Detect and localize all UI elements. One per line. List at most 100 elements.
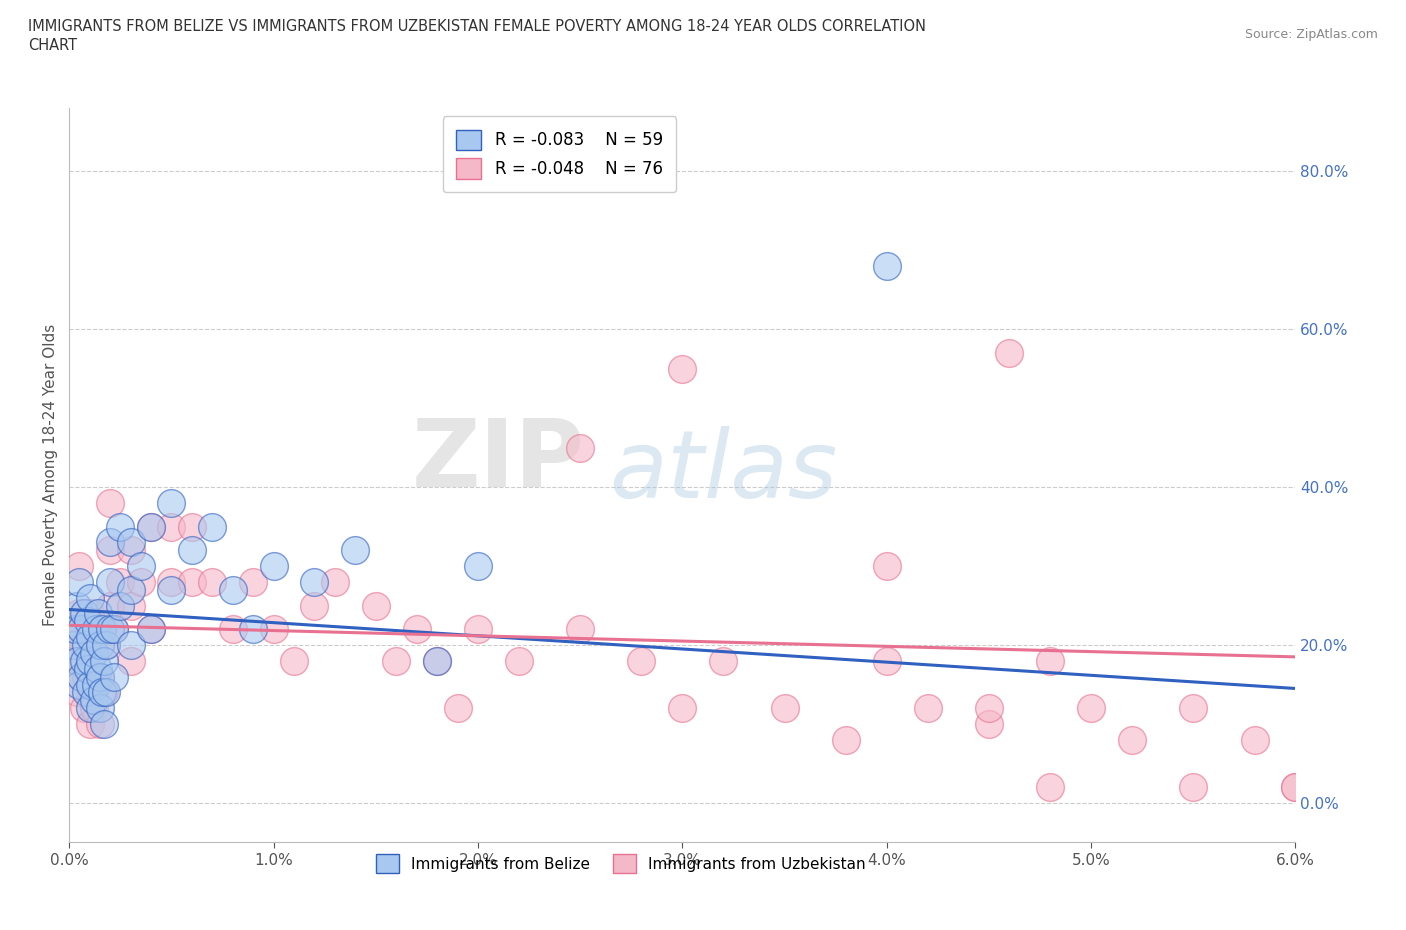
Point	[66, 598, 89, 613]
Point	[467, 622, 489, 637]
Point	[160, 575, 183, 590]
Point	[160, 582, 183, 597]
Point	[89, 670, 111, 684]
Point	[72, 654, 94, 669]
Text: IMMIGRANTS FROM BELIZE VS IMMIGRANTS FROM UZBEKISTAN FEMALE POVERTY AMONG 18-24 : IMMIGRANTS FROM BELIZE VS IMMIGRANTS FRO…	[28, 19, 927, 53]
Point	[90, 622, 112, 637]
Point	[66, 685, 89, 700]
Point	[1182, 779, 1205, 794]
Point	[90, 622, 112, 637]
Point	[283, 654, 305, 669]
Point	[242, 575, 264, 590]
Point	[98, 543, 121, 558]
Point	[79, 677, 101, 692]
Point	[103, 622, 125, 637]
Point	[70, 622, 93, 637]
Point	[446, 701, 468, 716]
Point	[62, 638, 84, 653]
Point	[98, 535, 121, 550]
Point	[120, 638, 142, 653]
Point	[364, 598, 387, 613]
Point	[630, 654, 652, 669]
Point	[79, 717, 101, 732]
Text: Source: ZipAtlas.com: Source: ZipAtlas.com	[1244, 28, 1378, 41]
Point	[70, 670, 93, 684]
Point	[84, 622, 107, 637]
Point	[773, 701, 796, 716]
Y-axis label: Female Poverty Among 18-24 Year Olds: Female Poverty Among 18-24 Year Olds	[44, 325, 58, 627]
Point	[201, 575, 224, 590]
Point	[180, 519, 202, 534]
Point	[876, 259, 898, 273]
Point	[120, 654, 142, 669]
Point	[120, 598, 142, 613]
Point	[84, 670, 107, 684]
Point	[72, 606, 94, 621]
Point	[84, 677, 107, 692]
Point	[76, 614, 98, 629]
Point	[977, 701, 1000, 716]
Point	[69, 677, 91, 692]
Point	[304, 598, 326, 613]
Point	[83, 693, 105, 708]
Point	[75, 685, 97, 700]
Point	[139, 622, 162, 637]
Point	[65, 622, 87, 637]
Point	[89, 701, 111, 716]
Point	[711, 654, 734, 669]
Point	[70, 670, 93, 684]
Point	[222, 582, 245, 597]
Point	[917, 701, 939, 716]
Point	[83, 638, 105, 653]
Point	[467, 559, 489, 574]
Point	[1243, 732, 1265, 747]
Point	[835, 732, 858, 747]
Text: atlas: atlas	[609, 426, 837, 517]
Point	[129, 559, 152, 574]
Point	[120, 535, 142, 550]
Point	[83, 701, 105, 716]
Point	[508, 654, 530, 669]
Point	[139, 622, 162, 637]
Point	[76, 661, 98, 676]
Legend: Immigrants from Belize, Immigrants from Uzbekistan: Immigrants from Belize, Immigrants from …	[370, 848, 872, 879]
Point	[110, 519, 132, 534]
Point	[1039, 654, 1062, 669]
Point	[876, 559, 898, 574]
Point	[75, 670, 97, 684]
Text: ZIP: ZIP	[412, 415, 585, 507]
Point	[79, 654, 101, 669]
Point	[94, 638, 117, 653]
Point	[93, 717, 115, 732]
Point	[876, 654, 898, 669]
Point	[79, 654, 101, 669]
Point	[1080, 701, 1102, 716]
Point	[87, 622, 110, 637]
Point	[89, 638, 111, 653]
Point	[242, 622, 264, 637]
Point	[263, 622, 285, 637]
Point	[1039, 779, 1062, 794]
Point	[70, 622, 93, 637]
Point	[72, 701, 94, 716]
Point	[90, 685, 112, 700]
Point	[569, 622, 592, 637]
Point	[69, 575, 91, 590]
Point	[385, 654, 408, 669]
Point	[103, 622, 125, 637]
Point	[93, 654, 115, 669]
Point	[79, 591, 101, 605]
Point	[180, 575, 202, 590]
Point	[103, 670, 125, 684]
Point	[65, 622, 87, 637]
Point	[94, 638, 117, 653]
Point	[89, 717, 111, 732]
Point	[94, 685, 117, 700]
Point	[222, 622, 245, 637]
Point	[69, 559, 91, 574]
Point	[72, 638, 94, 653]
Point	[75, 638, 97, 653]
Point	[426, 654, 449, 669]
Point	[1284, 779, 1306, 794]
Point	[83, 645, 105, 660]
